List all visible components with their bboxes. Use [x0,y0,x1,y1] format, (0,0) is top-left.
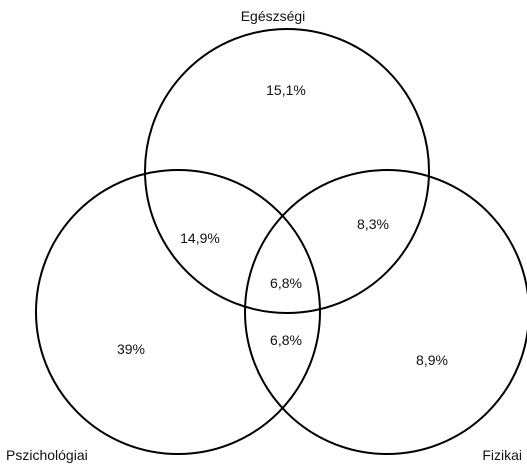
set-label-physical: Fizikai [482,447,522,463]
region-psych-only: 39% [117,341,145,357]
region-health-physical: 8,3% [357,216,389,232]
region-physical-only: 8,9% [416,352,448,368]
region-health-only: 15,1% [266,82,306,98]
set-label-health: Egészségi [241,8,306,24]
circle-health [144,28,430,314]
region-psych-physical: 6,8% [270,332,302,348]
region-health-psych: 14,9% [180,230,220,246]
set-label-psychological: Pszichológiai [6,447,88,463]
circle-physical [244,169,527,455]
region-all-three: 6,8% [270,275,302,291]
circle-psychological [35,169,321,455]
